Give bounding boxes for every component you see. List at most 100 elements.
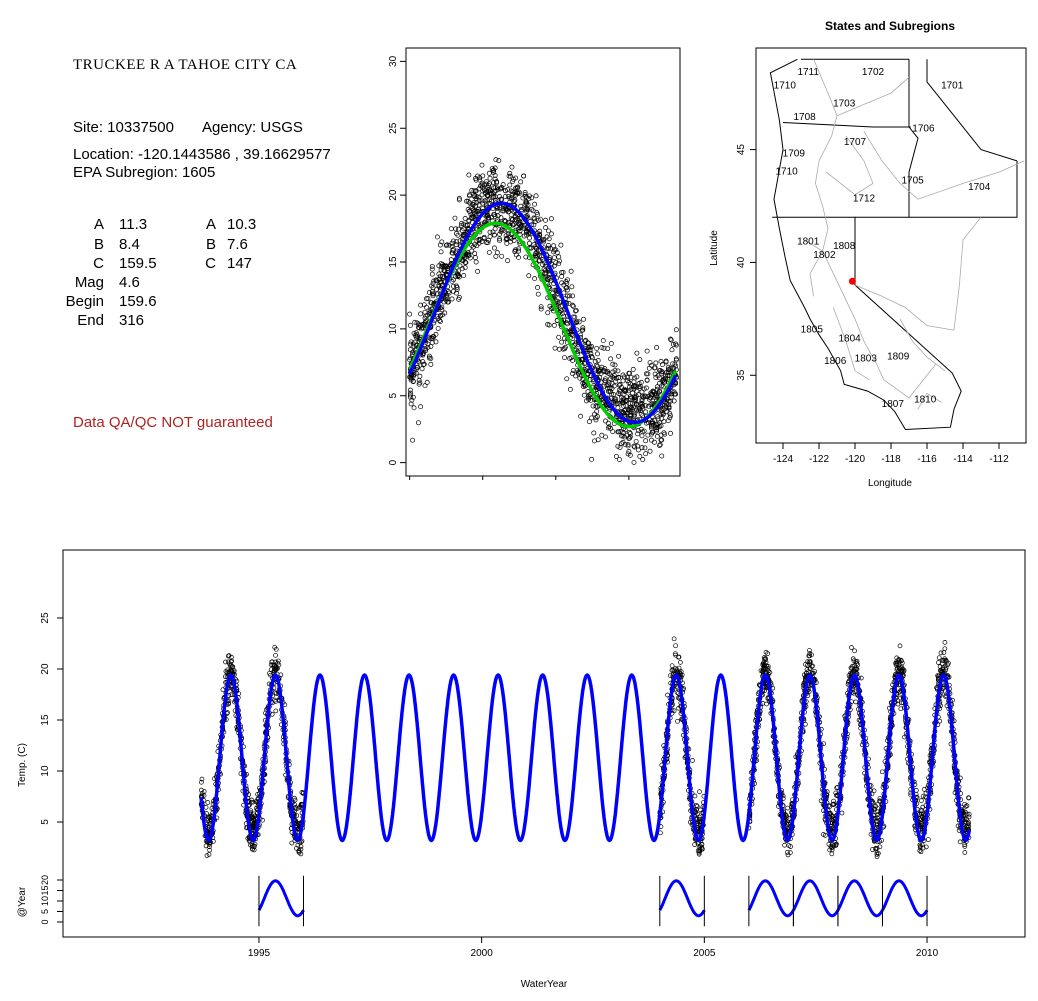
data-point [491, 167, 497, 173]
y-tick-label: 5 [388, 393, 399, 399]
data-point [577, 375, 583, 381]
ts-data-point [829, 851, 835, 857]
ts-data-point [964, 811, 970, 817]
ts-data-point [694, 803, 699, 808]
data-point [657, 442, 663, 448]
data-point [630, 406, 635, 412]
data-point [512, 197, 518, 203]
data-point [638, 411, 644, 417]
data-point [440, 262, 445, 267]
data-point [569, 284, 575, 290]
data-point [589, 353, 595, 359]
data-point [639, 433, 645, 439]
ts-data-point [849, 645, 854, 650]
data-point [543, 217, 549, 223]
data-point [595, 437, 601, 443]
data-point [522, 192, 528, 198]
data-point [487, 229, 493, 235]
data-point [437, 319, 443, 324]
data-point [556, 261, 562, 267]
region-label: 1705 [901, 175, 924, 186]
data-point [640, 403, 646, 409]
ts-data-point [203, 805, 209, 810]
data-point [558, 308, 564, 314]
data-point [672, 391, 678, 397]
data-point [506, 173, 512, 179]
ts-data-point [807, 648, 812, 653]
data-point [407, 394, 413, 400]
data-point [409, 397, 415, 403]
data-point [450, 247, 456, 253]
data-point [532, 276, 538, 282]
data-point [540, 237, 546, 243]
data-point [665, 364, 671, 370]
ts-data-point [894, 655, 900, 661]
data-point [643, 451, 649, 457]
data-point [434, 286, 440, 292]
data-point [631, 459, 637, 465]
data-point [407, 322, 413, 328]
data-point [657, 375, 662, 381]
map-x-tick-label: -112 [989, 454, 1009, 465]
data-point [632, 444, 638, 450]
data-point [620, 378, 626, 384]
data-point [627, 452, 633, 458]
param-right-name-b: B [205, 236, 216, 253]
data-point [491, 245, 497, 251]
ts-data-point [669, 663, 675, 669]
data-point [653, 360, 659, 366]
ts-data-point [695, 848, 701, 854]
data-point [538, 306, 544, 312]
region-label: 1809 [887, 351, 910, 362]
data-point [521, 173, 527, 179]
data-point [640, 457, 646, 462]
data-point [673, 356, 679, 362]
ts-data-point [898, 657, 904, 663]
data-point [663, 358, 669, 364]
data-point [535, 291, 541, 297]
ts-data-point [699, 841, 705, 847]
data-point [494, 209, 500, 214]
data-point [439, 239, 445, 245]
epa-subregion: EPA Subregion: 1605 [73, 164, 216, 181]
ts-y-tick-label: 15 [40, 714, 51, 726]
data-point [508, 234, 513, 240]
param-left-name-begin: Begin [65, 293, 104, 310]
data-point [611, 392, 616, 397]
ts-data-point [228, 663, 234, 668]
annual-fit-line [881, 879, 929, 918]
data-point [658, 437, 664, 443]
data-point [511, 221, 517, 227]
ts-data-point [897, 665, 903, 671]
ts-data-point [274, 666, 280, 671]
data-point [544, 234, 550, 240]
ts-data-point [299, 838, 305, 844]
y-tick-label: 30 [388, 55, 399, 67]
region-label: 1807 [882, 399, 905, 410]
data-point [434, 234, 440, 240]
data-point [497, 231, 502, 237]
data-point [640, 393, 646, 399]
data-point [620, 409, 626, 415]
data-point [624, 410, 630, 416]
ts-data-point [270, 662, 276, 668]
map-x-tick-label: -122 [809, 454, 829, 465]
ts-data-point [252, 841, 258, 847]
data-point [434, 313, 440, 319]
data-point [660, 411, 666, 416]
data-point [533, 193, 539, 199]
data-point [654, 384, 660, 390]
data-points [407, 157, 679, 465]
data-point [517, 228, 523, 234]
data-point [581, 316, 587, 322]
ts-data-point [289, 840, 295, 846]
data-point [480, 188, 486, 194]
ts-data-point [767, 670, 773, 675]
data-point [601, 383, 607, 389]
data-point [649, 437, 654, 443]
fit-lines [408, 201, 678, 429]
data-point [611, 400, 616, 405]
data-point [580, 327, 586, 333]
ts-data-point [697, 819, 702, 825]
